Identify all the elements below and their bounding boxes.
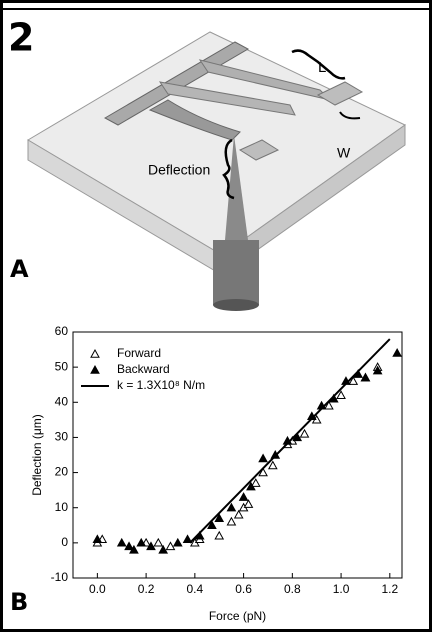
length-label: L xyxy=(318,59,326,76)
point xyxy=(336,390,346,399)
deflection-label: Deflection xyxy=(148,162,210,178)
x-tick-label: 1.2 xyxy=(381,582,398,596)
point xyxy=(129,544,139,554)
tip-base xyxy=(213,299,259,311)
pad xyxy=(316,81,364,106)
point xyxy=(207,520,217,529)
y-tick-label: 20 xyxy=(55,465,69,479)
y-tick-label: 30 xyxy=(55,430,69,444)
tip-cone xyxy=(225,135,248,240)
point xyxy=(360,372,371,382)
point xyxy=(392,348,402,357)
y-tick-label: 40 xyxy=(55,394,69,408)
point xyxy=(258,467,268,477)
x-axis-label: Force (pN) xyxy=(209,609,266,623)
legend-label: k = 1.3X10⁸ N/m xyxy=(117,378,205,392)
point xyxy=(124,541,134,551)
chart: 0.0 0.2 0.4 0.6 0.8 1.0 1.2 -10 0 10 20 30 40 50 60 For… xyxy=(30,324,403,623)
point xyxy=(243,499,254,508)
point xyxy=(238,492,249,501)
beam xyxy=(158,81,296,116)
point xyxy=(226,502,237,512)
deflection-brace xyxy=(222,138,235,200)
point xyxy=(250,478,261,487)
point xyxy=(246,481,256,491)
y-tick-label: -10 xyxy=(51,570,69,584)
plot-frame xyxy=(72,331,403,579)
point xyxy=(372,365,383,375)
point xyxy=(258,453,268,463)
point xyxy=(348,376,359,385)
point xyxy=(267,460,278,470)
tip-cylinder xyxy=(213,240,259,305)
figure-number: 2 xyxy=(8,16,34,60)
width-brace xyxy=(339,111,361,120)
point xyxy=(214,530,225,540)
legend-label: Backward xyxy=(117,362,170,376)
point xyxy=(214,513,225,522)
point xyxy=(226,516,237,526)
x-tick-label: 0.6 xyxy=(235,582,252,596)
y-tick-label: 60 xyxy=(55,324,69,338)
panel-label: A xyxy=(10,255,29,283)
pad xyxy=(238,139,280,161)
panel-label: B xyxy=(10,588,28,616)
x-tick-label: 0.8 xyxy=(284,582,301,596)
y-tick-label: 50 xyxy=(55,359,69,373)
width-label: W xyxy=(337,145,351,161)
point xyxy=(146,541,156,551)
legend-label: Forward xyxy=(117,346,161,360)
cantilever xyxy=(148,99,241,141)
point xyxy=(292,432,303,442)
x-tick-label: 1.0 xyxy=(333,582,350,596)
x-tick-label: 0.4 xyxy=(187,582,204,596)
point xyxy=(299,428,310,438)
fit-line xyxy=(189,338,391,544)
point xyxy=(172,537,183,547)
x-tick-label: 0.2 xyxy=(138,582,155,596)
legend-marker xyxy=(90,364,100,374)
point xyxy=(165,541,176,551)
point xyxy=(136,537,147,547)
y-tick-label: 0 xyxy=(61,535,68,549)
x-tick-label: 0.0 xyxy=(89,582,106,596)
point xyxy=(116,537,127,547)
diagram: L W Deflection A xyxy=(10,31,406,311)
point xyxy=(158,544,169,554)
point xyxy=(92,534,103,544)
legend-marker xyxy=(90,348,100,358)
length-brace xyxy=(291,49,346,80)
point xyxy=(324,400,334,410)
point xyxy=(182,534,193,544)
y-tick-label: 10 xyxy=(55,500,69,514)
point xyxy=(233,509,244,519)
point xyxy=(153,537,164,547)
y-axis-label: Deflection (μm) xyxy=(30,414,44,496)
